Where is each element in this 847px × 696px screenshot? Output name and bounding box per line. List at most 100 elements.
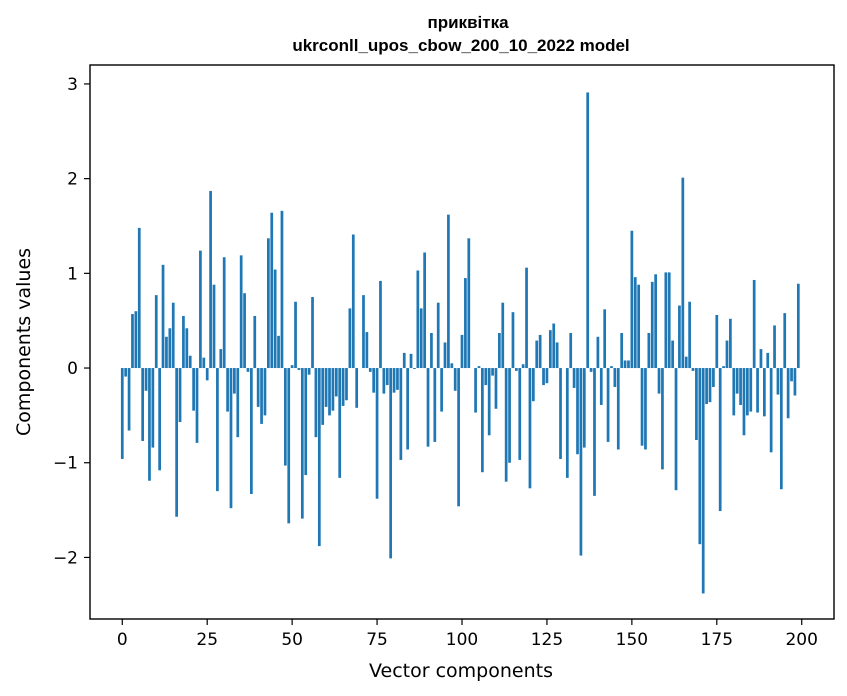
x-tick-label: 200 xyxy=(785,630,817,650)
bar-8 xyxy=(148,368,151,481)
bar-149 xyxy=(627,360,630,369)
bar-125 xyxy=(545,368,549,384)
bar-175 xyxy=(715,315,719,369)
bar-25 xyxy=(205,368,209,381)
bar-16 xyxy=(175,368,178,517)
bar-22 xyxy=(195,368,199,443)
bar-85 xyxy=(409,353,413,369)
bar-6 xyxy=(141,368,145,441)
bar-140 xyxy=(596,336,600,369)
bar-51 xyxy=(294,301,297,369)
bar-155 xyxy=(647,333,651,369)
bar-148 xyxy=(623,360,627,369)
bar-151 xyxy=(633,277,637,369)
bar-119 xyxy=(525,267,528,369)
bar-127 xyxy=(552,323,556,369)
bar-166 xyxy=(684,356,688,369)
bar-197 xyxy=(790,368,793,382)
bar-24 xyxy=(202,357,206,369)
y-tick-label: 2 xyxy=(67,170,78,190)
bar-92 xyxy=(433,368,437,442)
bar-44 xyxy=(270,212,274,369)
bar-126 xyxy=(548,330,552,369)
bar-39 xyxy=(253,315,257,369)
bar-104 xyxy=(474,368,477,413)
bar-117 xyxy=(518,368,522,460)
bar-173 xyxy=(708,368,712,403)
bar-10 xyxy=(154,295,158,369)
bar-23 xyxy=(199,250,202,369)
bar-52 xyxy=(297,368,301,370)
bar-179 xyxy=(729,318,732,369)
bar-87 xyxy=(416,270,420,369)
bar-84 xyxy=(406,368,409,450)
bar-9 xyxy=(151,368,155,448)
bar-167 xyxy=(688,301,691,369)
bar-61 xyxy=(328,368,331,416)
bar-164 xyxy=(678,305,681,369)
bar-176 xyxy=(718,368,722,512)
y-tick-label: 0 xyxy=(67,359,78,379)
x-tick-label: 25 xyxy=(196,630,218,650)
bar-26 xyxy=(209,190,212,369)
bar-5 xyxy=(137,227,141,369)
bar-20 xyxy=(188,355,192,369)
bar-96 xyxy=(447,214,450,369)
bar-110 xyxy=(494,368,498,409)
bar-181 xyxy=(735,368,739,394)
bar-152 xyxy=(637,284,641,369)
bar-134 xyxy=(576,368,579,455)
x-axis-ticks: 0 25 50 75 100 125 150 175 200 xyxy=(117,619,818,650)
bar-109 xyxy=(491,368,494,376)
bar-141 xyxy=(599,368,603,405)
bar-95 xyxy=(443,342,447,369)
bar-189 xyxy=(763,368,766,417)
bar-93 xyxy=(436,302,440,369)
bar-136 xyxy=(582,368,586,448)
bar-71 xyxy=(362,295,365,369)
bar-128 xyxy=(555,342,559,369)
bar-190 xyxy=(766,352,770,369)
bar-32 xyxy=(229,368,233,509)
bar-47 xyxy=(280,210,284,369)
bar-195 xyxy=(783,313,787,369)
bar-118 xyxy=(521,364,525,369)
bar-101 xyxy=(464,278,467,369)
bar-66 xyxy=(345,368,348,401)
y-tick-label: 1 xyxy=(67,264,78,284)
bar-57 xyxy=(314,368,318,438)
bar-196 xyxy=(786,368,790,419)
bar-161 xyxy=(667,272,671,369)
bar-88 xyxy=(419,308,423,369)
bar-147 xyxy=(620,333,624,369)
bar-182 xyxy=(739,368,742,405)
bar-56 xyxy=(311,297,314,369)
bar-33 xyxy=(233,368,236,394)
bar-120 xyxy=(528,368,532,489)
bar-36 xyxy=(243,293,246,369)
bar-29 xyxy=(219,349,223,369)
bar-3 xyxy=(131,314,134,369)
bar-78 xyxy=(385,368,389,386)
bar-46 xyxy=(277,335,280,369)
bar-168 xyxy=(691,368,695,371)
bar-100 xyxy=(460,334,464,369)
bar-86 xyxy=(413,368,416,369)
bar-43 xyxy=(267,238,270,369)
bar-106 xyxy=(481,368,484,473)
x-axis-label: Vector components xyxy=(369,660,553,682)
bar-160 xyxy=(664,272,668,369)
bar-107 xyxy=(484,368,488,386)
bar-186 xyxy=(752,279,756,369)
bar-77 xyxy=(382,368,386,394)
bar-132 xyxy=(569,333,573,369)
bar-40 xyxy=(256,368,260,407)
bar-21 xyxy=(192,368,195,411)
bar-112 xyxy=(501,302,505,369)
bar-17 xyxy=(178,368,182,423)
bar-162 xyxy=(671,340,674,369)
bar-170 xyxy=(698,368,702,545)
bar-62 xyxy=(331,368,335,411)
bar-74 xyxy=(372,368,376,393)
